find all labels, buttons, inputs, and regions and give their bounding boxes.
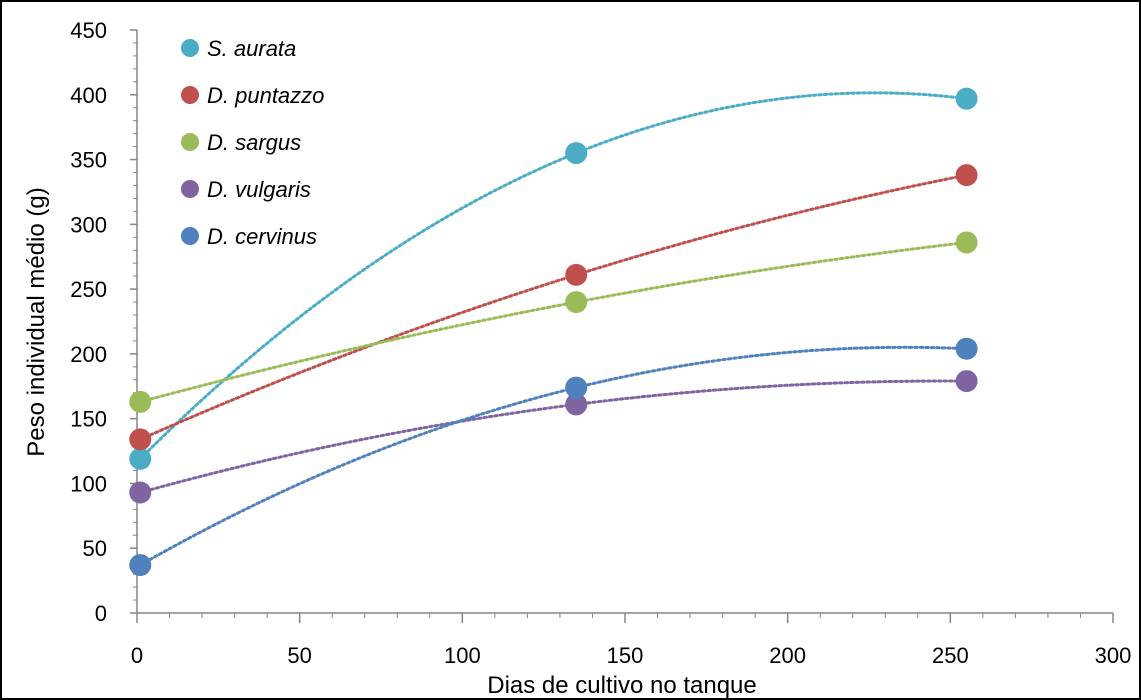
y-tick-label: 200	[70, 342, 107, 367]
x-tick-label: 50	[287, 643, 311, 668]
legend-marker	[181, 86, 199, 104]
legend-item-d-vulgaris: D. vulgaris	[181, 177, 311, 202]
point-d-sargus-2	[955, 231, 978, 254]
y-axis-title: Peso individual médio (g)	[23, 187, 50, 456]
legend-marker	[181, 39, 199, 57]
legend-label: S. aurata	[207, 36, 296, 61]
legend-label: D. cervinus	[207, 224, 317, 249]
point-d-puntazzo-1	[565, 263, 588, 286]
trendline-s-aurata	[138, 91, 969, 461]
y-tick-label: 350	[70, 148, 107, 173]
point-s-aurata-0	[129, 447, 152, 470]
legend-marker	[181, 180, 199, 198]
x-tick-label: 250	[932, 643, 969, 668]
legend: S. aurata D. puntazzo D. sargus D. vulgaris…	[181, 36, 324, 249]
legend-label: D. puntazzo	[207, 83, 324, 108]
y-tick-label: 450	[70, 18, 107, 43]
axes: 0 50 100 150 200 250 300 350 400 450 0 50 100 150 200 2…	[70, 18, 1131, 668]
point-d-cervinus-2	[955, 337, 978, 360]
legend-label: D. sargus	[207, 130, 301, 155]
x-axis-title: Dias de cultivo no tanque	[487, 672, 757, 699]
y-tick-label: 300	[70, 212, 107, 237]
data-points	[129, 87, 978, 577]
point-d-sargus-1	[565, 291, 588, 314]
point-d-puntazzo-0	[129, 428, 152, 451]
legend-item-d-cervinus: D. cervinus	[181, 224, 317, 249]
trendline-d-vulgaris	[138, 379, 969, 495]
x-tick-label: 300	[1095, 643, 1132, 668]
legend-label: D. vulgaris	[207, 177, 311, 202]
point-d-puntazzo-2	[955, 164, 978, 187]
point-d-sargus-0	[129, 390, 152, 413]
point-d-cervinus-1	[565, 376, 588, 399]
point-d-vulgaris-1	[565, 393, 588, 416]
y-tick-label: 0	[95, 601, 107, 626]
x-tick-label: 150	[607, 643, 644, 668]
x-tick-label: 0	[131, 643, 143, 668]
point-s-aurata-1	[565, 142, 588, 165]
y-tick-label: 100	[70, 471, 107, 496]
x-tick-label: 100	[444, 643, 481, 668]
point-d-vulgaris-0	[129, 481, 152, 504]
legend-item-d-puntazzo: D. puntazzo	[181, 83, 324, 108]
point-s-aurata-2	[955, 87, 978, 110]
point-d-cervinus-0	[129, 554, 152, 577]
x-tick-label: 200	[769, 643, 806, 668]
y-tick-label: 150	[70, 407, 107, 432]
legend-marker	[181, 227, 199, 245]
legend-item-d-sargus: D. sargus	[181, 130, 301, 155]
trendlines	[138, 91, 969, 567]
point-d-vulgaris-2	[955, 370, 978, 393]
trendline-d-puntazzo	[138, 173, 969, 441]
trendline-d-sargus	[138, 240, 969, 404]
y-tick-label: 400	[70, 83, 107, 108]
legend-item-s-aurata: S. aurata	[181, 36, 296, 61]
trendline-d-cervinus	[138, 345, 969, 567]
legend-marker	[181, 133, 199, 151]
y-tick-label: 50	[83, 536, 107, 561]
y-tick-label: 250	[70, 277, 107, 302]
